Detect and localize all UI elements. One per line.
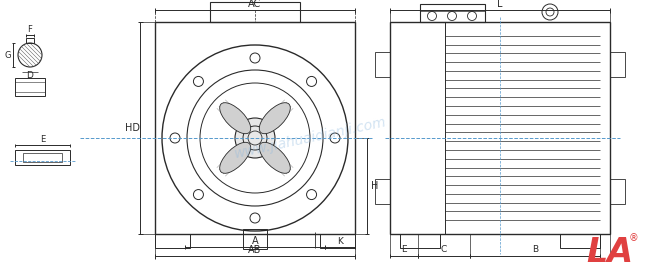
Text: AB: AB — [248, 245, 262, 255]
Ellipse shape — [259, 142, 291, 173]
Text: D: D — [27, 70, 33, 79]
Text: K: K — [337, 236, 343, 246]
Bar — [420, 4, 485, 22]
Bar — [610, 179, 625, 204]
Bar — [155, 22, 355, 234]
Bar — [560, 234, 600, 248]
Text: www.jiahuaidianji.com: www.jiahuaidianji.com — [233, 115, 387, 161]
Text: L: L — [497, 0, 502, 9]
Bar — [320, 234, 355, 248]
Ellipse shape — [220, 142, 251, 173]
Text: AC: AC — [248, 0, 261, 9]
Text: B: B — [532, 246, 538, 255]
Circle shape — [235, 118, 275, 158]
Text: LA: LA — [586, 236, 634, 268]
Text: C: C — [441, 246, 447, 255]
Bar — [15, 78, 45, 96]
Ellipse shape — [259, 103, 291, 134]
Text: A: A — [252, 236, 258, 246]
Text: G: G — [5, 51, 11, 60]
Bar — [26, 38, 34, 43]
Bar — [210, 2, 300, 22]
Bar — [375, 52, 390, 77]
Bar — [610, 52, 625, 77]
Bar — [155, 234, 190, 248]
Bar — [23, 153, 62, 162]
Text: F: F — [27, 24, 32, 33]
Bar — [15, 150, 70, 165]
Text: E: E — [401, 246, 407, 255]
Bar — [390, 22, 610, 234]
Text: HD: HD — [125, 123, 140, 133]
Text: H: H — [371, 181, 379, 191]
Ellipse shape — [220, 103, 251, 134]
Bar — [375, 179, 390, 204]
Bar — [243, 229, 267, 249]
Text: E: E — [40, 134, 45, 144]
Bar — [400, 234, 440, 248]
Text: ®: ® — [629, 233, 639, 243]
